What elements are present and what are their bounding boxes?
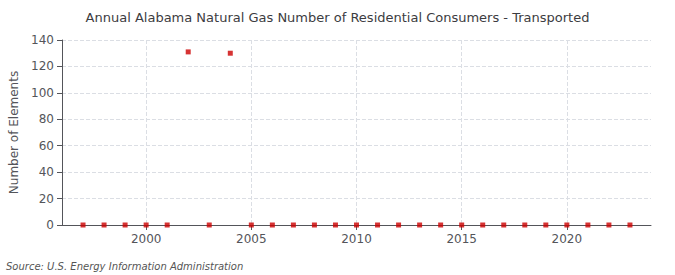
svg-text:80: 80: [39, 112, 54, 126]
svg-text:2010: 2010: [341, 232, 372, 246]
svg-text:60: 60: [39, 139, 54, 153]
svg-text:100: 100: [31, 86, 54, 100]
svg-text:20: 20: [39, 192, 54, 206]
svg-text:0: 0: [46, 218, 54, 232]
svg-text:2015: 2015: [446, 232, 477, 246]
svg-text:140: 140: [31, 33, 54, 47]
svg-text:2000: 2000: [131, 232, 162, 246]
svg-text:Source: U.S. Energy Informatio: Source: U.S. Energy Information Administ…: [6, 261, 243, 272]
svg-text:Number of Elements: Number of Elements: [7, 71, 21, 194]
svg-text:120: 120: [31, 59, 54, 73]
svg-text:2020: 2020: [552, 232, 583, 246]
svg-text:Annual Alabama Natural Gas Num: Annual Alabama Natural Gas Number of Res…: [86, 10, 590, 25]
svg-text:2005: 2005: [236, 232, 267, 246]
svg-text:40: 40: [39, 165, 54, 179]
